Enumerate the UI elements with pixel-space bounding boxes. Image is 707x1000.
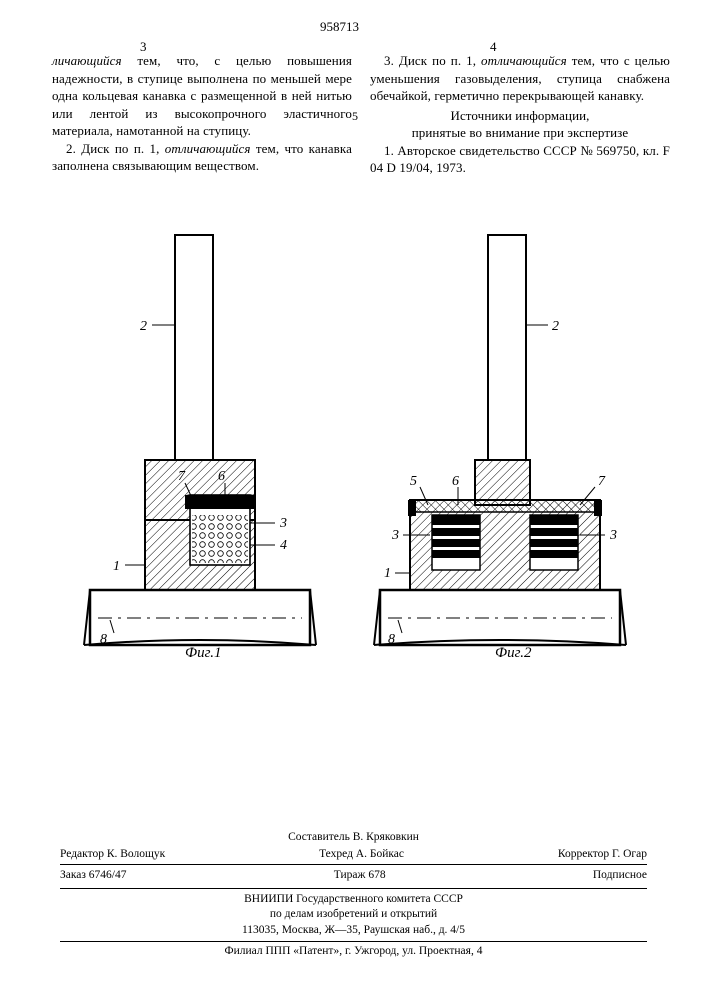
fig2-label-3b: 3 (609, 528, 617, 543)
left-column: личающийся тем, что, с целью повышения н… (52, 52, 352, 175)
line-marker-5: 5 (352, 108, 358, 124)
right-p1-pre: 3. Диск по п. 1, (384, 53, 481, 68)
fig1-label-8: 8 (100, 632, 107, 647)
figures-svg: 2 7 6 3 4 1 8 (40, 225, 665, 665)
foot-line1: ВНИИПИ Государственного комитета СССР (60, 888, 647, 908)
foot-r2-left: Редактор К. Волощук (60, 847, 165, 863)
fig1-label-6: 6 (218, 469, 225, 484)
right-p1: 3. Диск по п. 1, отличающийся тем, что с… (370, 52, 670, 105)
figures-area: 2 7 6 3 4 1 8 (40, 225, 665, 665)
left-p2: 2. Диск по п. 1, отличающийся тем, что к… (52, 140, 352, 175)
left-p1: личающийся тем, что, с целью повышения н… (52, 52, 352, 140)
foot-r3-center: Тираж 678 (334, 868, 386, 884)
fig2-label-1: 1 (384, 566, 391, 581)
foot-r1-center: Составитель В. Кряковкин (288, 830, 419, 846)
foot-r2-center: Техред А. Бойкас (319, 847, 404, 863)
fig1-label-7: 7 (178, 469, 186, 484)
right-p2b: принятые во внимание при экспертизе (370, 124, 670, 142)
doc-number: 958713 (320, 18, 359, 36)
foot-line4: Филиал ППП «Патент», г. Ужгород, ул. Про… (60, 941, 647, 960)
fig1-label-2: 2 (140, 319, 147, 334)
fig2-label-2: 2 (552, 319, 559, 334)
figure-2: 2 5 6 7 3 3 1 8 (374, 235, 626, 647)
right-column: 3. Диск по п. 1, отличающийся тем, что с… (370, 52, 670, 177)
fig1-label-1: 1 (113, 559, 120, 574)
fig2-label-3a: 3 (391, 528, 399, 543)
fig1-caption: Фиг.1 (185, 643, 221, 663)
fig2-label-6: 6 (452, 474, 459, 489)
fig2-label-5: 5 (410, 474, 417, 489)
fig1-label-3: 3 (279, 516, 287, 531)
right-p2a: Источники информации, (370, 107, 670, 125)
foot-r2-right: Корректор Г. Огар (558, 847, 647, 863)
left-p2-em: отличающийся (165, 141, 251, 156)
fig1-label-4: 4 (280, 538, 287, 553)
fig2-label-7: 7 (598, 474, 606, 489)
foot-line3: 113035, Москва, Ж—35, Раушская наб., д. … (60, 923, 647, 939)
fig2-label-8: 8 (388, 632, 395, 647)
footer: Составитель В. Кряковкин Редактор К. Вол… (60, 830, 647, 960)
right-p1-em: отличающийся (481, 53, 567, 68)
fig2-caption: Фиг.2 (495, 643, 531, 663)
foot-r3-right: Подписное (593, 868, 647, 884)
left-p2-pre: 2. Диск по п. 1, (66, 141, 165, 156)
foot-line2: по делам изобретений и открытий (60, 907, 647, 923)
figure-1: 2 7 6 3 4 1 8 (84, 235, 316, 647)
right-p3: 1. Авторское свидетельство СССР № 569750… (370, 142, 670, 177)
foot-r3-left: Заказ 6746/47 (60, 868, 127, 884)
